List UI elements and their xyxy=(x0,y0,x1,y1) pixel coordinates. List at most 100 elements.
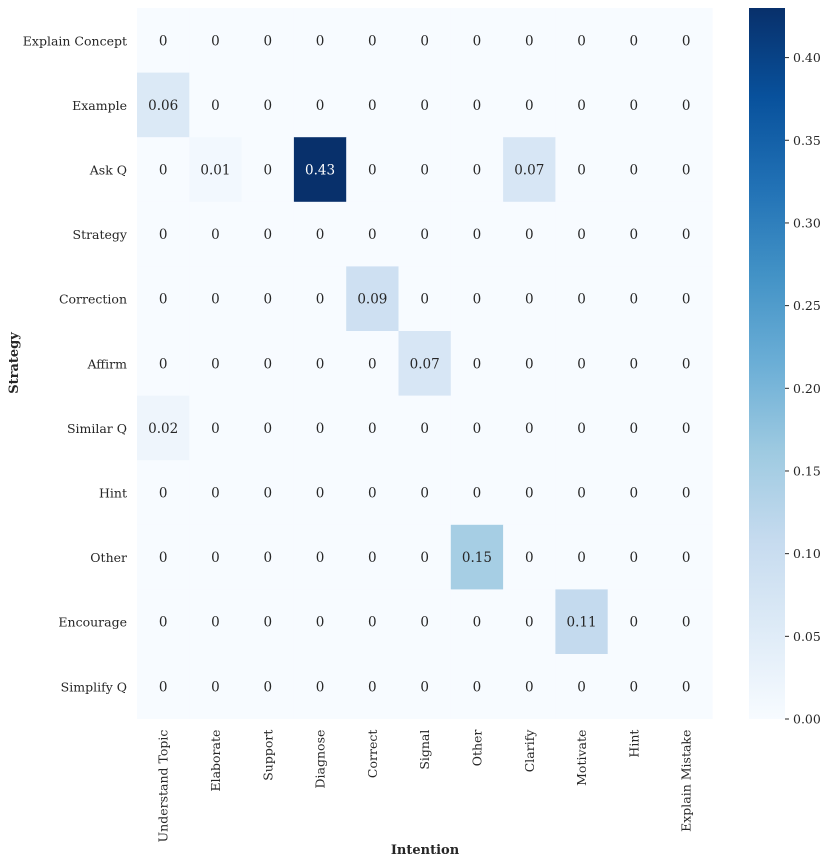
heatmap-cell xyxy=(450,589,504,655)
cell-value-label: 0 xyxy=(682,292,691,308)
cell-value-label: 0 xyxy=(420,550,429,566)
heatmap-cell xyxy=(241,137,295,203)
cell-value-label: 0 xyxy=(159,356,168,372)
x-tick-label: Other xyxy=(469,730,484,767)
cell-value-label: 0 xyxy=(577,33,586,49)
cell-value-label: 0.09 xyxy=(357,292,387,308)
heatmap-cell xyxy=(137,589,190,655)
heatmap-cell xyxy=(450,460,504,526)
cell-value-label: 0.07 xyxy=(514,163,544,179)
heatmap-cell xyxy=(346,654,399,719)
cell-value-label: 0 xyxy=(525,421,534,437)
cell-value-label: 0 xyxy=(368,679,377,695)
heatmap-cell xyxy=(503,331,556,396)
cell-value-label: 0 xyxy=(159,486,168,502)
cell-value-label: 0 xyxy=(316,486,325,502)
cell-value-label: 0 xyxy=(368,356,377,372)
cell-value-label: 0 xyxy=(577,550,586,566)
cell-value-label: 0 xyxy=(473,679,482,695)
heatmap-cell xyxy=(503,8,556,73)
x-tick-label: Explain Mistake xyxy=(679,730,694,832)
cell-value-label: 0 xyxy=(630,356,639,372)
heatmap-cell xyxy=(660,331,713,396)
heatmap-cell xyxy=(607,331,661,396)
cell-value-label: 0 xyxy=(577,163,586,179)
heatmap-cell xyxy=(398,654,452,719)
heatmap-cell xyxy=(137,8,190,73)
colorbar: 0.00 0.05 0.10 0.15 0.20 0.25 0.30 0.35 0.40 xyxy=(749,8,821,727)
cell-value-label: 0 xyxy=(525,486,534,502)
cell-annotations: 0 0 0 0 0 0 0 0 0 0 0 0.06 0 0 0 0 0 0 0 0 0 0 0 0.01 0 0.43 0 0 0 0.… xyxy=(148,33,690,695)
heatmap-cell xyxy=(398,266,452,332)
x-tick-label: Hint xyxy=(626,730,641,758)
y-tick-label: Strategy xyxy=(73,227,128,242)
heatmap-cell xyxy=(241,654,295,719)
cell-value-label: 0 xyxy=(682,356,691,372)
cell-value-label: 0 xyxy=(473,98,482,114)
cell-value-label: 0 xyxy=(682,98,691,114)
heatmap-cell xyxy=(503,266,556,332)
colorbar-tick-label: 0.35 xyxy=(793,133,821,148)
heatmap-cell xyxy=(189,72,242,138)
heatmap-cell xyxy=(660,137,713,203)
cell-value-label: 0 xyxy=(316,33,325,49)
cell-value-label: 0 xyxy=(420,227,429,243)
cell-value-label: 0.01 xyxy=(200,163,230,179)
heatmap-cells xyxy=(137,8,713,719)
heatmap-cell xyxy=(555,137,609,203)
heatmap-cell xyxy=(450,137,504,203)
x-axis-tick-labels: Understand Topic Elaborate Support Diagnose… xyxy=(156,729,694,843)
heatmap-cell xyxy=(293,589,347,655)
colorbar-gradient xyxy=(749,8,785,719)
cell-value-label: 0 xyxy=(211,98,220,114)
cell-value-label: 0 xyxy=(630,679,639,695)
heatmap-cell xyxy=(346,72,399,138)
heatmap-cell xyxy=(137,201,190,267)
heatmap-cell xyxy=(241,331,295,396)
cell-value-label: 0 xyxy=(577,292,586,308)
heatmap-cell xyxy=(189,331,242,396)
heatmap-cell xyxy=(450,654,504,719)
cell-value-label: 0 xyxy=(577,356,586,372)
cell-value-label: 0 xyxy=(263,33,272,49)
heatmap-cell xyxy=(607,524,661,590)
heatmap-cell xyxy=(189,8,242,73)
cell-value-label: 0 xyxy=(473,615,482,631)
heatmap-cell xyxy=(137,654,190,719)
heatmap-cell xyxy=(660,460,713,526)
heatmap-cell xyxy=(293,266,347,332)
heatmap-cell xyxy=(293,331,347,396)
y-tick-label: Explain Concept xyxy=(23,33,127,48)
cell-value-label: 0 xyxy=(682,421,691,437)
x-tick-label: Support xyxy=(260,730,275,781)
heatmap-cell xyxy=(346,201,399,267)
heatmap-cell xyxy=(241,524,295,590)
x-tick-label: Understand Topic xyxy=(156,730,171,843)
cell-value-label: 0 xyxy=(159,292,168,308)
cell-value-label: 0 xyxy=(368,421,377,437)
cell-value-label: 0 xyxy=(420,33,429,49)
cell-value-label: 0 xyxy=(525,33,534,49)
cell-value-label: 0.02 xyxy=(148,421,178,437)
cell-value-label: 0 xyxy=(159,163,168,179)
colorbar-tick-label: 0.10 xyxy=(793,546,821,561)
colorbar-tick-label: 0.30 xyxy=(793,215,821,230)
heatmap-cell xyxy=(660,524,713,590)
x-axis-label: Intention xyxy=(391,843,460,858)
cell-value-label: 0 xyxy=(630,33,639,49)
cell-value-label: 0 xyxy=(263,227,272,243)
heatmap-cell xyxy=(398,137,452,203)
cell-value-label: 0 xyxy=(263,98,272,114)
heatmap-cell xyxy=(555,524,609,590)
heatmap-cell xyxy=(189,137,242,203)
heatmap-cell xyxy=(189,201,242,267)
heatmap-cell xyxy=(503,201,556,267)
cell-value-label: 0 xyxy=(368,615,377,631)
cell-value-label: 0 xyxy=(420,615,429,631)
heatmap-cell xyxy=(555,654,609,719)
heatmap-cell xyxy=(137,72,190,138)
cell-value-label: 0 xyxy=(630,292,639,308)
heatmap-cell xyxy=(241,201,295,267)
y-tick-label: Affirm xyxy=(86,356,127,371)
cell-value-label: 0 xyxy=(368,163,377,179)
